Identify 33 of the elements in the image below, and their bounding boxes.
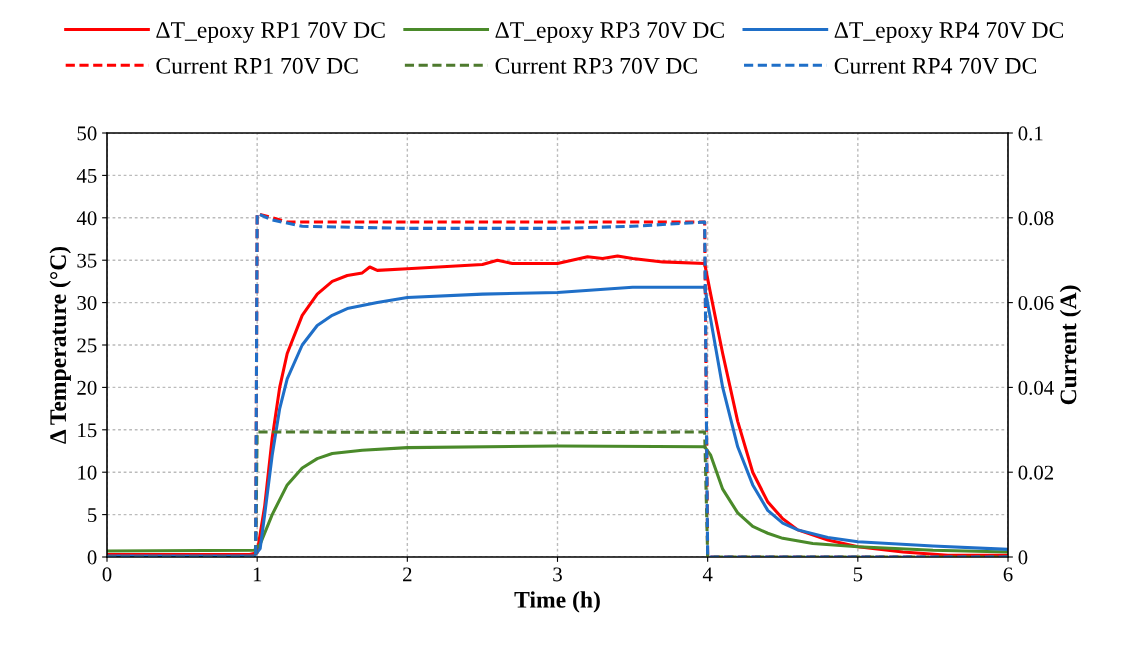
y2-tick-label: 0.1 <box>1018 126 1043 141</box>
y2-tick-label: 0 <box>1018 550 1028 565</box>
y2-tick-label: 0.02 <box>1018 465 1054 480</box>
x-tick-label: 0 <box>102 567 112 582</box>
y-tick-label: 40 <box>76 211 97 226</box>
legend-label: Current RP3 70V DC <box>495 57 697 74</box>
y-tick-label: 25 <box>77 338 97 353</box>
legend-label: Current RP4 70V DC <box>834 57 1037 74</box>
y-tick-label: 5 <box>88 508 97 523</box>
x-tick-label: 4 <box>702 567 713 582</box>
x-tick-label: 2 <box>403 567 412 582</box>
y2-tick-label: 0.04 <box>1018 380 1054 395</box>
y2-axis-title: Current (A) <box>1059 285 1082 405</box>
y-axis-title: Δ Temperature (°C) <box>49 246 71 444</box>
y-tick-label: 10 <box>78 465 97 480</box>
y2-tick-label: 0.08 <box>1018 211 1054 226</box>
y-tick-label: 20 <box>77 380 97 395</box>
y-tick-label: 30 <box>77 295 97 311</box>
x-axis-title: Time (h) <box>514 591 600 613</box>
y-tick-label: 45 <box>76 168 97 183</box>
x-tick-label: 1 <box>253 567 262 582</box>
y2-tick-label: 0.06 <box>1018 295 1054 311</box>
y-tick-label: 0 <box>87 550 97 565</box>
legend-label: Current RP1 70V DC <box>156 57 358 74</box>
y-tick-label: 15 <box>78 423 97 438</box>
legend-label: ΔT_epoxy RP3 70V DC <box>495 22 724 43</box>
x-tick-label: 5 <box>853 567 863 582</box>
x-tick-label: 3 <box>553 567 562 582</box>
legend-label: ΔT_epoxy RP1 70V DC <box>156 22 385 43</box>
y-tick-label: 50 <box>77 126 97 141</box>
legend-label: ΔT_epoxy RP4 70V DC <box>834 22 1064 43</box>
y-tick-label: 35 <box>77 253 97 268</box>
x-tick-label: 6 <box>1003 567 1013 582</box>
